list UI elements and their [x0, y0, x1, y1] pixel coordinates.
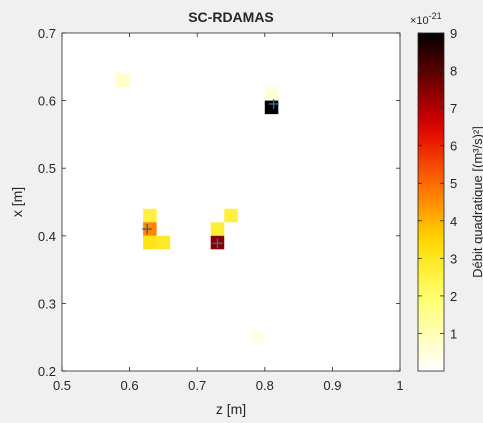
plot-area — [62, 33, 400, 371]
heatmap-cell — [264, 87, 279, 101]
y-tick-label: 0.7 — [38, 26, 56, 41]
colorbar-frame — [417, 32, 445, 372]
heatmap-cell — [210, 222, 225, 236]
y-axis-ticks: 0.2 0.3 0.4 0.5 0.6 0.7 — [38, 26, 400, 379]
colorbar-exponent: ×10-21 — [410, 11, 442, 27]
colorbar-tick-label: 7 — [450, 101, 457, 116]
heatmap-cell — [116, 73, 130, 88]
colorbar-tick-label: 6 — [450, 139, 457, 154]
colorbar-tick-label: 5 — [450, 176, 457, 191]
plot-frame — [61, 32, 401, 372]
colorbar-gradient — [418, 33, 444, 371]
x-tick-label: 0.5 — [53, 378, 71, 393]
colorbar-tick-label: 4 — [450, 214, 457, 229]
y-tick-label: 0.3 — [38, 296, 56, 311]
heatmap-cell — [224, 208, 238, 223]
chart-title: SC-RDAMAS — [188, 9, 274, 25]
colorbar-tick-label: 8 — [450, 64, 457, 79]
colorbar-tick-label: 1 — [450, 326, 457, 341]
colorbar-tick-label: 9 — [450, 26, 457, 41]
heatmap-cells — [116, 73, 279, 344]
x-axis-ticks: 0.5 0.6 0.7 0.8 0.9 1 — [53, 33, 404, 393]
source-marker — [268, 98, 279, 109]
source-markers — [142, 98, 279, 249]
x-tick-label: 0.9 — [323, 378, 341, 393]
y-tick-label: 0.5 — [38, 161, 56, 176]
colorbar-label: Débit quadratique [(m³/s)²] — [470, 126, 483, 278]
y-tick-label: 0.4 — [38, 229, 56, 244]
colorbar-tick-label: 2 — [450, 289, 457, 304]
heatmap-cell — [156, 235, 171, 250]
colorbar-tick-label: 3 — [450, 251, 457, 266]
source-marker — [142, 224, 153, 235]
x-tick-label: 1 — [396, 378, 403, 393]
heatmap-cell — [143, 235, 157, 250]
x-tick-label: 0.6 — [121, 378, 139, 393]
x-tick-label: 0.7 — [188, 378, 206, 393]
heatmap-cell — [264, 100, 279, 115]
heatmap-cell — [143, 208, 157, 223]
y-tick-label: 0.6 — [38, 94, 56, 109]
y-tick-label: 0.2 — [38, 364, 56, 379]
colorbar-ticks: 1 2 3 4 5 6 7 8 9 — [418, 26, 457, 341]
x-axis-label: z [m] — [216, 401, 246, 417]
y-axis-label: x [m] — [9, 187, 25, 217]
x-tick-label: 0.8 — [256, 378, 274, 393]
source-marker — [212, 238, 223, 249]
heatmap-cell — [251, 330, 265, 344]
